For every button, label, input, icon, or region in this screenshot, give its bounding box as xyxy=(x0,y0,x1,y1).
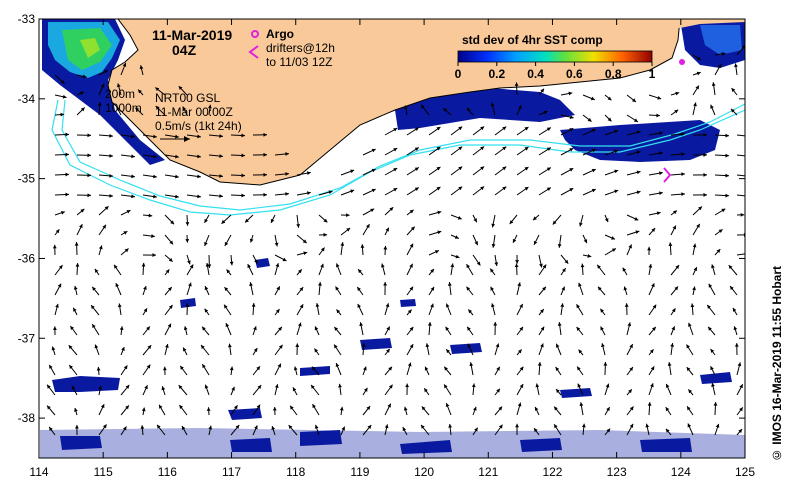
y-tick-label: -34 xyxy=(18,92,36,106)
x-tick-label: 114 xyxy=(29,465,48,479)
colorbar-tick-label: 0.6 xyxy=(566,67,583,81)
credit-label: © IMOS 16-Mar-2019 11:55 Hobart xyxy=(770,265,784,462)
argo-label: Argo xyxy=(266,27,294,41)
isobath-200-label: 200m xyxy=(105,87,135,101)
x-tick-label: 120 xyxy=(414,465,434,479)
colorbar-tick-label: 1 xyxy=(649,67,656,81)
x-tick-label: 122 xyxy=(542,465,562,479)
y-tick-label: -33 xyxy=(18,12,36,26)
vector-scale-arrow xyxy=(160,136,190,142)
vector-scale-label: 0.5m/s (1kt 24h) xyxy=(155,119,242,133)
colorbar-title: std dev of 4hr SST comp xyxy=(462,33,603,47)
colorbar-tick-label: 0.2 xyxy=(488,67,505,81)
argo-legend-icon xyxy=(251,30,259,38)
x-tick-label: 118 xyxy=(286,465,305,479)
product-time: 11-Mar 00:00Z xyxy=(155,105,233,119)
x-tick-label: 119 xyxy=(350,465,369,479)
colorbar xyxy=(457,50,653,63)
colorbar-tick-label: 0 xyxy=(455,67,462,81)
x-tick-label: 115 xyxy=(94,465,113,479)
x-axis: 114 115 116 117 118 119 120 121 122 123 124 125 xyxy=(29,19,755,479)
colorbar-tick-label: 0.4 xyxy=(527,67,544,81)
x-tick-label: 117 xyxy=(222,465,241,479)
drifters-range: to 11/03 12Z xyxy=(266,55,333,69)
product-label: NRT00 GSL xyxy=(155,91,220,105)
colorbar-ticks: 0 0.2 0.4 0.6 0.8 1 xyxy=(455,62,656,81)
y-tick-label: -36 xyxy=(18,251,36,265)
x-tick-label: 121 xyxy=(478,465,498,479)
y-tick-label: -38 xyxy=(18,411,36,425)
isobath-1000-label: 1000m xyxy=(105,101,142,115)
colorbar-tick-label: 0.8 xyxy=(605,67,622,81)
x-tick-label: 123 xyxy=(607,465,627,479)
y-tick-label: -35 xyxy=(18,172,36,186)
x-tick-label: 124 xyxy=(671,465,691,479)
drifters-label: drifters@12h xyxy=(266,41,335,55)
time-label: 04Z xyxy=(172,42,197,58)
plot-frame xyxy=(38,18,746,459)
argo-markers xyxy=(663,59,685,183)
y-axis: -33 -34 -35 -36 -37 -38 xyxy=(18,12,745,425)
y-tick-label: -37 xyxy=(18,331,36,345)
drifter-legend-icon xyxy=(248,45,259,59)
x-tick-label: 125 xyxy=(735,465,755,479)
isobaths xyxy=(51,99,745,216)
x-tick-label: 116 xyxy=(158,465,177,479)
date-label: 11-Mar-2019 xyxy=(152,27,232,43)
current-vectors xyxy=(46,44,745,436)
